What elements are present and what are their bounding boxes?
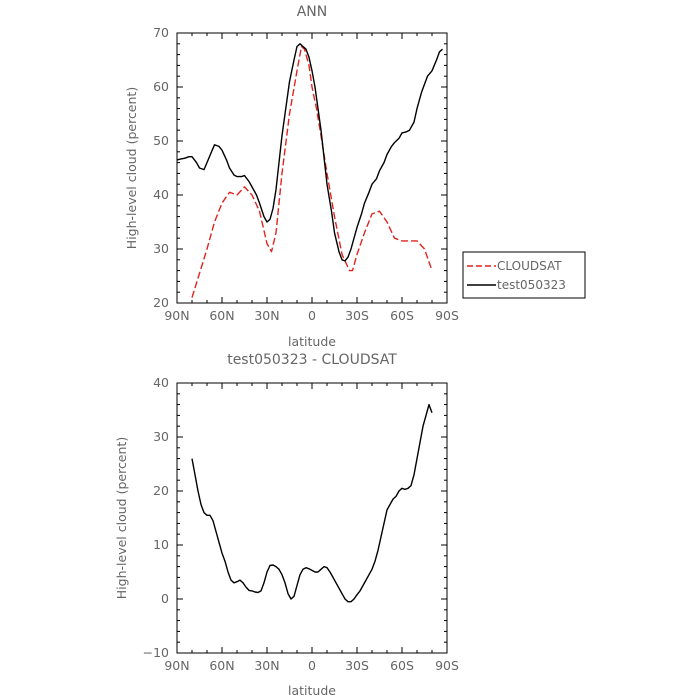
y-tick-labels-difference: −10 0 10 20 30 40 [143, 375, 169, 660]
legend-label-cloudsat: CLOUDSAT [497, 259, 562, 273]
x-tick-label: 30S [345, 308, 369, 323]
y-tick-label: 70 [153, 25, 169, 40]
x-tick-labels-difference: 90N 60N 30N 0 30S 60S 90S [164, 658, 459, 673]
x-tick-label: 60S [390, 308, 414, 323]
y-tick-label: 10 [153, 537, 169, 552]
x-tick-label: 60N [209, 308, 234, 323]
x-tick-label: 60N [209, 658, 234, 673]
x-tick-label: 90N [164, 308, 189, 323]
x-tick-label: 90N [164, 658, 189, 673]
chart-title-annual: ANN [297, 4, 328, 20]
axis-ticks-difference [176, 382, 448, 654]
x-tick-label: 90S [435, 308, 459, 323]
legend-box [462, 251, 586, 299]
panel-difference: test050323 - CLOUDSAT 90N 60N 30N 0 30S 60S 90… [114, 352, 459, 698]
series-line-difference [191, 403, 433, 603]
x-axis-label-difference: latitude [288, 683, 336, 698]
legend-label-test050323: test050323 [497, 278, 566, 292]
axis-ticks-annual [176, 32, 448, 304]
y-axis-label-annual: High-level cloud (percent) [124, 87, 139, 249]
x-tick-label: 30N [254, 308, 279, 323]
y-tick-label: 30 [153, 429, 169, 444]
x-tick-label: 0 [308, 658, 316, 673]
x-tick-label: 60S [390, 658, 414, 673]
series-lines-difference [191, 403, 433, 603]
panel-annual: ANN 90N 60N 30N 0 30S 60S 90S 20 30 40 50 60 70 lat… [124, 4, 459, 349]
y-tick-label: 50 [153, 133, 169, 148]
series-line-test050323 [176, 43, 443, 262]
series-line-cloudsat [191, 45, 433, 298]
legend: CLOUDSAT test050323 [462, 251, 586, 299]
x-axis-label-annual: latitude [288, 334, 336, 349]
y-tick-label: 0 [161, 591, 169, 606]
y-tick-label: 40 [153, 375, 169, 390]
x-tick-label: 30N [254, 658, 279, 673]
y-tick-label: 40 [153, 187, 169, 202]
y-tick-label: 60 [153, 79, 169, 94]
chart-title-difference: test050323 - CLOUDSAT [227, 352, 397, 368]
series-lines-annual [176, 43, 443, 298]
y-tick-label: 20 [153, 295, 169, 310]
x-tick-label: 90S [435, 658, 459, 673]
x-tick-label: 0 [308, 308, 316, 323]
y-tick-label: 20 [153, 483, 169, 498]
y-axis-label-difference: High-level cloud (percent) [114, 437, 129, 599]
y-tick-labels-annual: 20 30 40 50 60 70 [153, 25, 169, 310]
y-tick-label: −10 [143, 645, 169, 660]
plot-frame-difference [176, 382, 448, 654]
y-tick-label: 30 [153, 241, 169, 256]
x-tick-label: 30S [345, 658, 369, 673]
x-tick-labels-annual: 90N 60N 30N 0 30S 60S 90S [164, 308, 459, 323]
